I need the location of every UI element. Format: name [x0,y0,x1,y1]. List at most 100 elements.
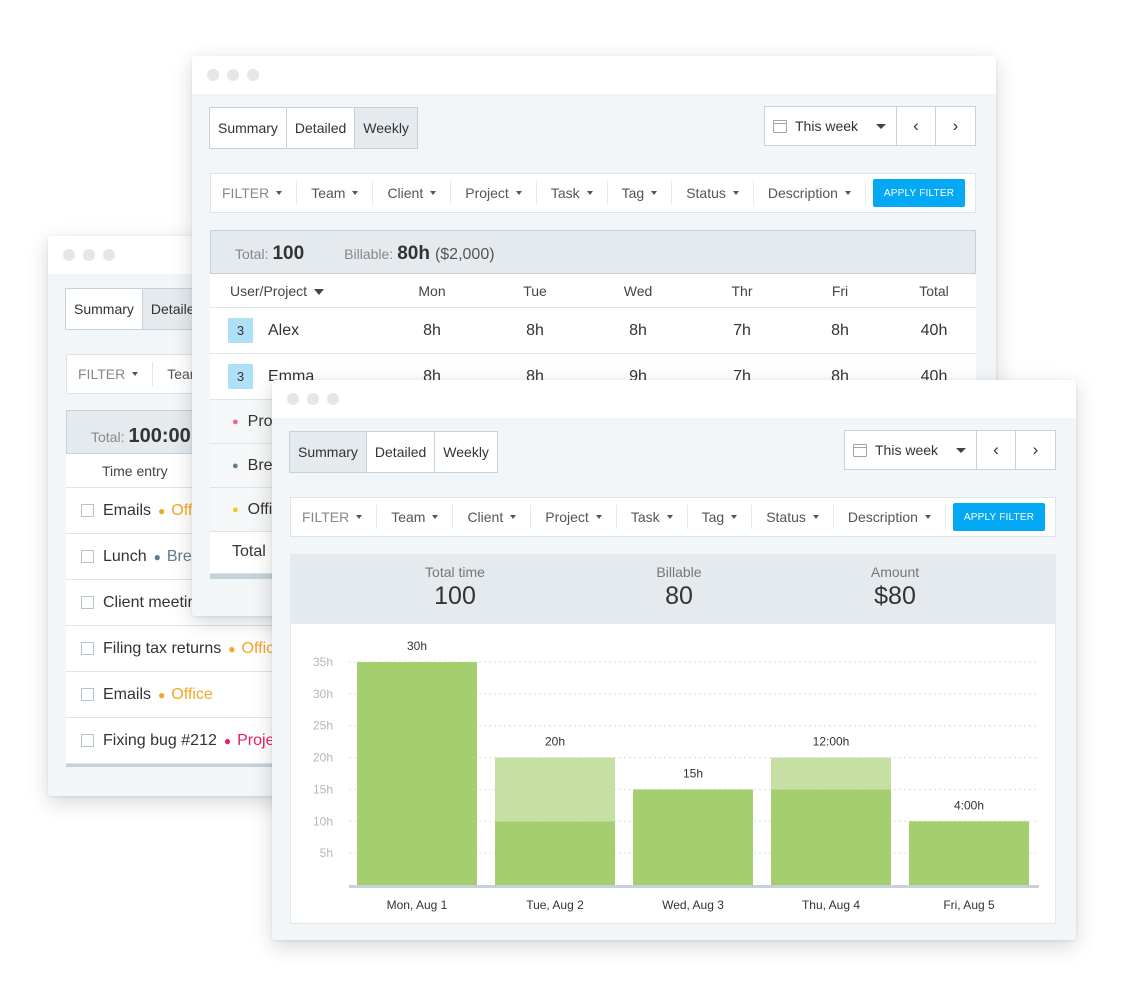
filter-team[interactable]: Team [297,181,374,205]
filter-dropdown[interactable]: FILTER [67,362,154,386]
project-dot-icon: ● [158,687,166,702]
tab-detailed[interactable]: Detailed [367,432,436,472]
bar-segment [495,757,615,822]
chevron-down-icon [276,191,283,195]
hours-cell: 8h [831,321,849,339]
chevron-down-icon [595,515,602,519]
window-dot-icon[interactable] [103,249,115,261]
window-titlebar [272,380,1076,418]
filter-label: FILTER [302,509,350,525]
filter-team[interactable]: Team [377,505,454,529]
window-dot-icon[interactable] [327,393,339,405]
y-tick-label: 25h [313,719,333,733]
bar-segment [771,757,891,790]
filter-label: Client [467,509,504,525]
hours-cell: 8h [423,321,441,339]
apply-filter-button[interactable]: APPLY FILTER [952,503,1046,531]
weekly-column-header: User/Project Mon Tue Wed Thr Fri Total [210,274,976,308]
stat-value: 80 [665,582,693,610]
bar-segment [771,789,891,885]
chevron-down-icon [924,515,931,519]
filter-bar: FILTER Team Client Project Task Tag Status Desc… [210,173,976,213]
filter-project[interactable]: Project [451,181,537,205]
window-dot-icon[interactable] [63,249,75,261]
filter-label: Status [766,509,806,525]
user-project-header[interactable]: User/Project [230,282,308,299]
date-range-picker: This week ‹ › [764,106,976,146]
tab-weekly[interactable]: Weekly [355,108,417,148]
stat-value: 100 [434,582,476,610]
y-tick-label: 30h [313,687,333,701]
window-dot-icon[interactable] [307,393,319,405]
total-value: 100 [272,243,305,264]
apply-filter-button[interactable]: APPLY FILTER [872,179,966,207]
report-type-tabs: Summary Detailed Weekly [209,107,418,149]
entry-checkbox[interactable] [81,550,94,563]
entry-checkbox[interactable] [81,688,94,701]
bar-value-label: 4:00h [954,798,984,812]
filter-label: Description [767,185,838,201]
filter-dropdown[interactable]: FILTER [211,181,298,205]
prev-week-button[interactable]: ‹ [977,431,1016,469]
filter-tag[interactable]: Tag [688,505,753,529]
entry-checkbox[interactable] [81,596,94,609]
bar-value-label: 15h [683,766,703,780]
chevron-down-icon [430,191,437,195]
chevron-right-icon: › [952,116,959,135]
x-category-label: Wed, Aug 3 [662,898,724,912]
filter-client[interactable]: Client [453,505,532,529]
filter-task[interactable]: Task [617,505,688,529]
report-type-tabs: Summary Detailed Weekly [289,431,498,473]
team-count-badge: 3 [228,364,253,389]
tab-detailed[interactable]: Detailed [287,108,356,148]
filter-task[interactable]: Task [537,181,608,205]
filter-client[interactable]: Client [373,181,452,205]
entry-project[interactable]: Office [171,685,213,703]
tab-weekly[interactable]: Weekly [443,444,489,460]
window-dot-icon[interactable] [287,393,299,405]
chevron-down-icon [844,191,851,195]
filter-description[interactable]: Description [834,505,946,529]
next-week-button[interactable]: › [936,107,975,145]
daily-time-bar-chart: 35h 30h 25h 20h 15h 10h 5h 30h Mon, Aug 1 20h Tue,… [313,639,1039,912]
caret-down-icon [876,124,886,129]
filter-dropdown[interactable]: FILTER [291,505,378,529]
x-axis-line [349,885,1039,888]
date-range-select[interactable]: This week [765,107,897,145]
entry-checkbox[interactable] [81,642,94,655]
y-tick-label: 10h [313,814,333,828]
window-dot-icon[interactable] [227,69,239,81]
filter-description[interactable]: Description [754,181,866,205]
summary-stat: Amount $80 [871,564,919,611]
filter-status[interactable]: Status [752,505,834,529]
entry-checkbox[interactable] [81,504,94,517]
stat-value: $80 [874,582,916,610]
filter-tag[interactable]: Tag [608,181,673,205]
table-row[interactable]: 3 Alex 8h 8h 8h 7h 8h 40h [210,308,976,354]
tab-summary[interactable]: Summary [290,432,367,472]
next-week-button[interactable]: › [1016,431,1055,469]
summary-stats-header: Total time 100 Billable 80 Amount $80 [290,554,1056,624]
chevron-down-icon [515,191,522,195]
window-dot-icon[interactable] [83,249,95,261]
window-dot-icon[interactable] [247,69,259,81]
entry-description: Client meeting [103,593,206,611]
prev-week-button[interactable]: ‹ [897,107,936,145]
entry-checkbox[interactable] [81,734,94,747]
tab-summary[interactable]: Summary [66,289,143,329]
filter-status[interactable]: Status [672,181,754,205]
chevron-down-icon [132,372,139,376]
date-range-picker: This week ‹ › [844,430,1056,470]
total-row-label: Total [232,542,266,560]
calendar-icon [773,119,787,133]
filter-label: Tag [621,185,645,201]
date-range-select[interactable]: This week [845,431,977,469]
hours-cell: 8h [629,321,647,339]
bar-segment [909,821,1029,885]
filter-bar: FILTER Team Client Project Task Tag Status Desc… [290,497,1056,537]
tab-summary[interactable]: Summary [210,108,287,148]
filter-project[interactable]: Project [531,505,617,529]
chevron-down-icon [651,191,658,195]
window-dot-icon[interactable] [207,69,219,81]
x-category-label: Fri, Aug 5 [943,898,995,912]
